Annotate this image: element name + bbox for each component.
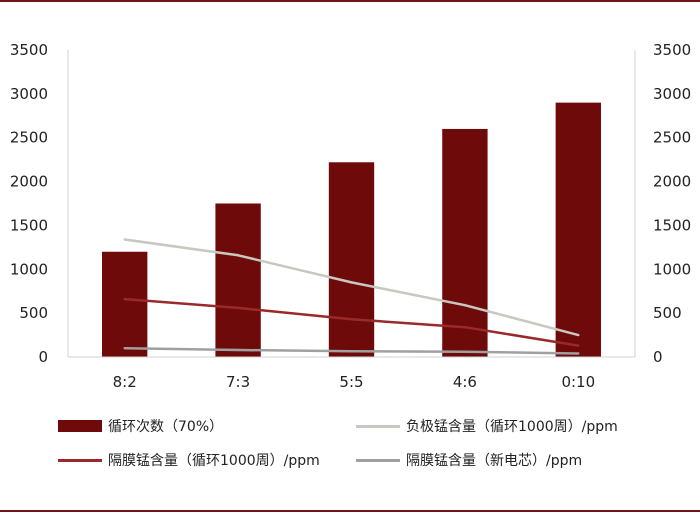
point-2-1 bbox=[236, 306, 240, 310]
legend-label-series-0: 循环次数（70%） bbox=[108, 419, 224, 435]
point-2-3 bbox=[463, 325, 467, 329]
legend-label-series-2: 隔膜锰含量（循环1000周）/ppm bbox=[108, 453, 320, 469]
bar-0-1 bbox=[215, 203, 261, 357]
legend-item-series-2: 隔膜锰含量（循环1000周）/ppm bbox=[58, 450, 320, 470]
point-3-1 bbox=[236, 348, 240, 352]
y-tick-left-4: 2000 bbox=[10, 173, 48, 191]
point-2-2 bbox=[350, 318, 353, 321]
bar-0-4 bbox=[555, 102, 601, 357]
bar-0-3 bbox=[442, 128, 488, 357]
point-1-4 bbox=[577, 333, 580, 337]
point-1-0 bbox=[123, 238, 126, 241]
top-rule bbox=[0, 0, 700, 2]
y-tick-right-5: 2500 bbox=[653, 129, 691, 147]
y-tick-right-0: 0 bbox=[653, 348, 663, 366]
x-tick-4: 0:10 bbox=[561, 373, 595, 391]
legend-swatch-series-3 bbox=[356, 458, 400, 462]
point-1-3 bbox=[463, 304, 467, 307]
y-tick-right-4: 2000 bbox=[653, 173, 691, 191]
point-1-1 bbox=[236, 254, 240, 257]
legend-item-series-0: 循环次数（70%） bbox=[58, 416, 223, 436]
x-tick-1: 7:3 bbox=[226, 373, 250, 391]
point-3-3 bbox=[463, 350, 467, 353]
y-tick-left-2: 1000 bbox=[10, 260, 48, 278]
y-tick-right-2: 1000 bbox=[653, 260, 691, 278]
x-tick-3: 4:6 bbox=[453, 373, 477, 391]
chart-plot: 0 500 1000 1500 2000 2500 3000 3500 0 500 1000 1500… bbox=[10, 41, 691, 391]
legend-swatch-series-2 bbox=[58, 458, 102, 462]
point-3-0 bbox=[123, 347, 126, 350]
y-tick-left-7: 3500 bbox=[10, 41, 48, 59]
axes-layer: 0 500 1000 1500 2000 2500 3000 3500 0 500 1000 1500… bbox=[10, 41, 691, 391]
point-2-0 bbox=[123, 297, 126, 301]
bar-0-2 bbox=[328, 162, 375, 357]
y-tick-right-3: 1500 bbox=[653, 216, 691, 234]
point-3-2 bbox=[350, 350, 353, 353]
point-1-2 bbox=[350, 281, 353, 284]
legend-swatch-series-0 bbox=[58, 420, 102, 432]
y-tick-left-3: 1500 bbox=[10, 216, 48, 234]
y-tick-left-6: 3000 bbox=[10, 85, 48, 103]
y-tick-right-7: 3500 bbox=[653, 41, 691, 59]
point-2-4 bbox=[577, 344, 580, 347]
bar-0-0 bbox=[102, 251, 148, 357]
y-tick-left-1: 500 bbox=[19, 304, 48, 322]
legend-label-series-1: 负极锰含量（循环1000周）/ppm bbox=[406, 419, 618, 435]
x-tick-0: 8:2 bbox=[113, 373, 137, 391]
y-tick-right-1: 500 bbox=[653, 304, 682, 322]
y-tick-left-0: 0 bbox=[38, 348, 48, 366]
legend-item-series-3: 隔膜锰含量（新电芯）/ppm bbox=[356, 450, 582, 470]
legend-label-series-3: 隔膜锰含量（新电芯）/ppm bbox=[406, 453, 583, 469]
bottom-rule bbox=[0, 510, 700, 512]
y-tick-right-6: 3000 bbox=[653, 85, 691, 103]
x-tick-2: 5:5 bbox=[339, 373, 363, 391]
bars-layer bbox=[102, 102, 601, 357]
lines-layer bbox=[123, 238, 580, 355]
point-3-4 bbox=[577, 352, 580, 355]
legend-swatch-series-1 bbox=[356, 424, 400, 428]
y-tick-left-5: 2500 bbox=[10, 129, 48, 147]
legend-item-series-1: 负极锰含量（循环1000周）/ppm bbox=[356, 416, 618, 436]
